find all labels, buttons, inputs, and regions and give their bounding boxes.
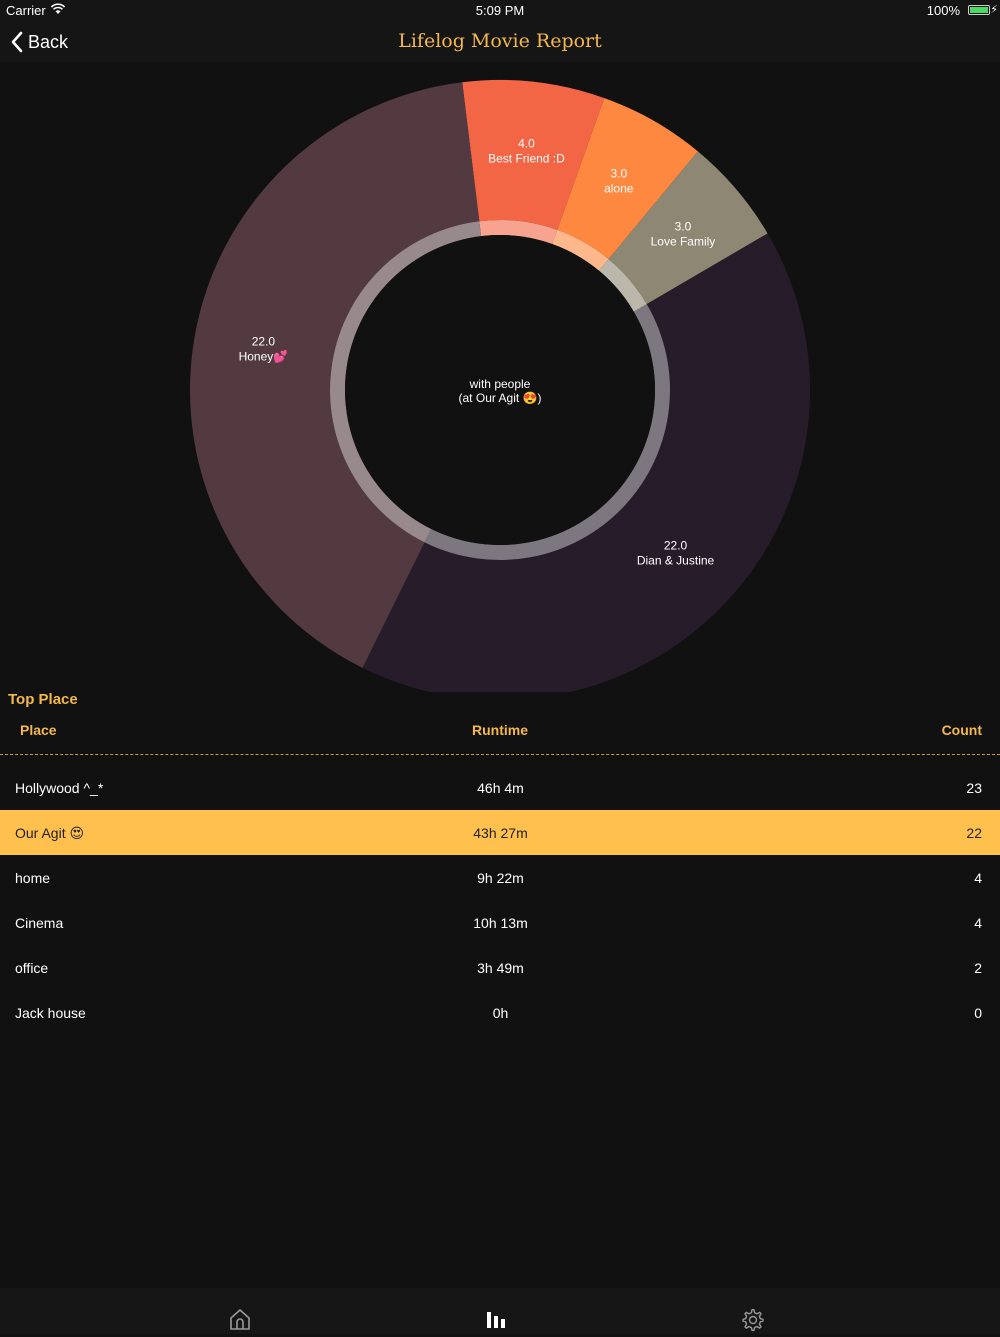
slice-name-label: Dian & Justine [637, 554, 715, 568]
tab-bar [0, 1288, 1000, 1334]
page-title: Lifelog Movie Report [398, 30, 602, 52]
cell-count: 4 [974, 870, 982, 886]
chart-icon [487, 1312, 505, 1328]
slice-name-label: Best Friend :D [488, 151, 565, 165]
cell-count: 2 [974, 960, 982, 976]
header-count[interactable]: Count [941, 722, 982, 738]
charging-icon: ⚡ [990, 4, 998, 16]
cell-runtime: 3h 49m [477, 960, 524, 976]
wifi-icon [50, 3, 66, 18]
chevron-left-icon [11, 31, 23, 53]
table-row-selected[interactable]: Our Agit 😍 43h 27m 22 [0, 810, 1000, 855]
back-button[interactable]: Back [10, 28, 68, 56]
cell-place: home [15, 870, 51, 886]
slice-name-label: alone [604, 181, 634, 195]
cell-place: office [15, 960, 49, 976]
battery-percentage: 100% [926, 3, 960, 18]
center-label-line2: (at Our Agit 😍) [459, 391, 542, 405]
donut-slice[interactable] [557, 98, 698, 260]
donut-hole [345, 235, 655, 545]
tab-settings[interactable] [741, 1308, 765, 1337]
section-title-top-place: Top Place [8, 691, 78, 708]
donut-inner-ring-segment [329, 221, 482, 543]
navigation-bar: Back Lifelog Movie Report [0, 22, 1000, 62]
cell-runtime: 46h 4m [477, 780, 524, 796]
donut-inner-ring-segment [424, 304, 670, 560]
cell-place: Hollywood ^_* [15, 780, 104, 796]
cell-place: Cinema [15, 915, 64, 931]
back-label: Back [28, 31, 69, 52]
table-row[interactable]: Hollywood ^_* 46h 4m 23 [0, 765, 1000, 810]
table-row[interactable]: office 3h 49m 2 [0, 945, 1000, 990]
status-bar: Carrier 5:09 PM 100% ⚡ [0, 0, 1000, 22]
center-label-line1: with people [469, 377, 531, 391]
donut-inner-ring-segment [479, 220, 558, 245]
donut-slice[interactable] [190, 82, 480, 668]
cell-place: Our Agit 😍 [15, 825, 85, 841]
donut-inner-ring-segment [598, 259, 647, 312]
home-icon [230, 1309, 250, 1330]
battery-icon [968, 5, 990, 15]
carrier-label: Carrier [6, 3, 46, 18]
cell-runtime: 43h 27m [473, 825, 528, 841]
cell-runtime: 9h 22m [477, 870, 524, 886]
table-row[interactable]: Cinema 10h 13m 4 [0, 900, 1000, 945]
header-divider [0, 754, 1000, 755]
tab-report[interactable] [485, 1308, 507, 1335]
table-row[interactable]: home 9h 22m 4 [0, 855, 1000, 900]
cell-count: 4 [974, 915, 982, 931]
cell-place: Jack house [15, 1005, 86, 1021]
cell-runtime: 10h 13m [473, 915, 528, 931]
donut-inner-ring-segment [552, 229, 609, 271]
cell-count: 0 [974, 1005, 982, 1021]
slice-value-label: 3.0 [675, 220, 692, 234]
cell-count: 22 [966, 825, 982, 841]
status-time: 5:09 PM [475, 3, 525, 18]
table-row[interactable]: Jack house 0h 0 [0, 990, 1000, 1035]
tab-home[interactable] [229, 1308, 251, 1335]
slice-value-label: 4.0 [518, 136, 535, 150]
place-table: Hollywood ^_* 46h 4m 23 Our Agit 😍 43h 2… [0, 765, 1000, 1035]
cell-count: 23 [966, 780, 982, 796]
slice-name-label: Honey💕 [239, 350, 289, 364]
slice-value-label: 3.0 [610, 166, 627, 180]
slice-name-label: Love Family [651, 235, 716, 249]
gear-icon [742, 1308, 764, 1331]
slice-value-label: 22.0 [252, 335, 276, 349]
donut-slice[interactable] [362, 233, 810, 692]
cell-runtime: 0h [492, 1005, 509, 1021]
donut-chart: 4.0 Best Friend :D 3.0 alone 3.0 Love Family 2… [0, 62, 1000, 692]
slice-value-label: 22.0 [664, 539, 688, 553]
donut-slice[interactable] [608, 151, 768, 305]
donut-slice[interactable] [462, 80, 605, 230]
table-header: Place Runtime Count [0, 722, 1000, 752]
header-runtime[interactable]: Runtime [472, 722, 528, 738]
header-place[interactable]: Place [20, 722, 57, 738]
